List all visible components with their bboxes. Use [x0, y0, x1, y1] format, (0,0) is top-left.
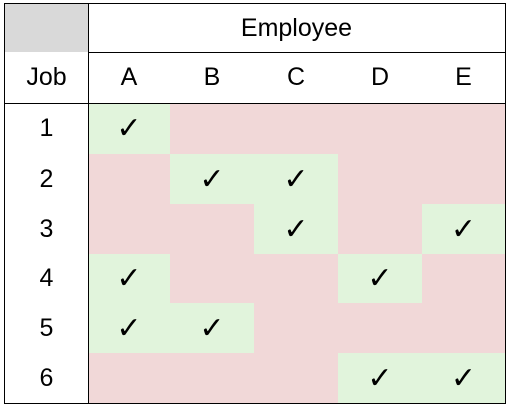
- row-label: 3: [39, 214, 54, 243]
- empty-cell: [254, 353, 338, 403]
- check-cell: ✓: [254, 154, 338, 204]
- table-header: Employee: [240, 13, 353, 42]
- border-line: [88, 3, 89, 404]
- empty-cell: [170, 103, 254, 154]
- empty-cell: [170, 353, 254, 403]
- row-label: 1: [39, 114, 54, 142]
- empty-cell: [254, 303, 338, 353]
- border-line: [4, 403, 506, 404]
- check-cell: ✓: [338, 353, 422, 403]
- border-line: [505, 3, 506, 404]
- empty-cell: [88, 154, 170, 204]
- border-line: [88, 52, 505, 53]
- row-label: 4: [39, 264, 54, 292]
- check-cell: ✓: [422, 353, 505, 403]
- column-header: C: [286, 63, 306, 91]
- check-cell: ✓: [338, 254, 422, 303]
- empty-cell: [338, 154, 422, 204]
- column-header: E: [455, 63, 472, 91]
- empty-cell: [422, 303, 505, 353]
- empty-cell: [338, 303, 422, 353]
- border-line: [4, 103, 506, 104]
- row-label: 6: [39, 363, 54, 392]
- check-cell: ✓: [170, 154, 254, 204]
- empty-cell: [338, 103, 422, 154]
- row-header: Job: [26, 63, 67, 91]
- column-header: A: [120, 63, 138, 91]
- row-label: 2: [39, 164, 54, 193]
- empty-cell: [254, 254, 338, 303]
- border-line: [4, 3, 5, 404]
- check-cell: ✓: [170, 303, 254, 353]
- border-line: [4, 3, 506, 4]
- check-cell: ✓: [422, 204, 505, 254]
- corner-cell: [5, 4, 88, 52]
- check-cell: ✓: [88, 103, 170, 154]
- check-cell: ✓: [88, 254, 170, 303]
- column-header: D: [370, 63, 390, 91]
- check-cell: ✓: [88, 303, 170, 353]
- empty-cell: [170, 254, 254, 303]
- empty-cell: [254, 103, 338, 154]
- empty-cell: [338, 204, 422, 254]
- empty-cell: [88, 204, 170, 254]
- empty-cell: [422, 154, 505, 204]
- row-label: 5: [39, 313, 54, 342]
- empty-cell: [422, 103, 505, 154]
- empty-cell: [170, 204, 254, 254]
- empty-cell: [88, 353, 170, 403]
- column-header: B: [203, 63, 221, 91]
- empty-cell: [422, 254, 505, 303]
- check-cell: ✓: [254, 204, 338, 254]
